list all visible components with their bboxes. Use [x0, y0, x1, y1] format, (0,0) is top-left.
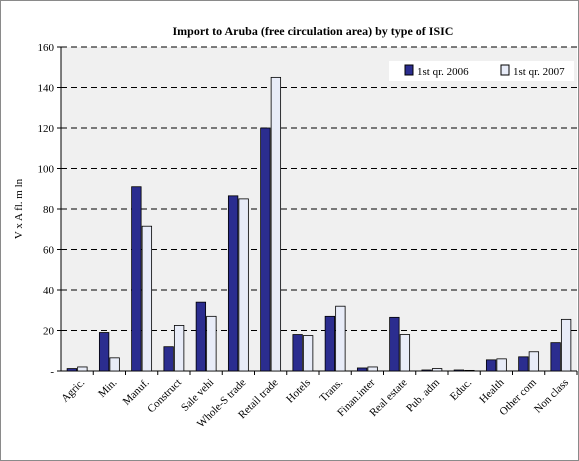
bar-series-2006 [227, 195, 239, 372]
bar-series-2006 [453, 369, 465, 372]
x-tick-label: Min. [96, 376, 120, 400]
y-tick-label: 60 [43, 245, 55, 257]
x-tick-label: Non class [532, 377, 571, 416]
bar-series-2007 [270, 76, 282, 372]
legend: 1st qr. 2006 1st qr. 2007 [389, 61, 574, 81]
y-tick-label: 40 [43, 285, 55, 297]
y-tick-label: 20 [43, 326, 55, 338]
bar-series-2007 [528, 351, 540, 372]
bar-series-2006 [98, 332, 110, 372]
bar-series-2007 [560, 318, 572, 372]
bar-series-2006 [518, 356, 529, 372]
bar-series-2007 [206, 315, 217, 372]
x-tick-label: Agric. [59, 376, 87, 404]
y-tick-label: - [50, 366, 54, 378]
bar-series-2007 [238, 198, 249, 372]
bar-series-2007 [173, 325, 185, 372]
legend-box [389, 61, 574, 81]
y-tick-label: 80 [43, 204, 55, 216]
legend-swatch-2007 [500, 64, 510, 76]
chart-title: Import to Aruba (free circulation area) … [173, 24, 454, 38]
x-tick-label: Educ. [448, 376, 475, 403]
y-tick-label: 100 [38, 164, 55, 176]
x-tick-label: Manuf. [121, 376, 152, 407]
x-tick-label: Pub. adm [404, 376, 442, 414]
x-tick-label: Construct [145, 377, 184, 416]
bar-series-2007 [431, 368, 443, 372]
y-tick-label: 120 [38, 123, 55, 135]
bar-series-2006 [421, 369, 432, 372]
bar-series-2006 [195, 301, 207, 372]
y-tick-label: 140 [38, 83, 55, 95]
x-tick-label: Health [477, 376, 507, 406]
bar-series-2007 [399, 334, 411, 372]
bar-series-2006 [260, 127, 271, 372]
y-tick-label: 160 [38, 42, 55, 54]
bar-series-2007 [77, 366, 88, 372]
legend-label-2007: 1st qr. 2007 [513, 66, 565, 78]
y-axis-label: V x A fl. m ln [13, 178, 25, 239]
bar-series-2007 [302, 335, 314, 372]
bar-series-2006 [356, 367, 368, 372]
bar-series-2006 [324, 315, 336, 372]
legend-label-2006: 1st qr. 2006 [417, 66, 469, 78]
bar-series-2006 [292, 334, 303, 372]
bar-series-2006 [485, 359, 497, 372]
bar-series-2007 [141, 225, 153, 372]
legend-swatch-2006 [404, 64, 414, 76]
x-tick-label: Hotels [284, 377, 313, 406]
bar-series-2007 [496, 358, 507, 372]
bar-series-2007 [335, 305, 346, 372]
bar-series-2006 [389, 316, 400, 372]
bar-series-2006 [131, 186, 142, 372]
bar-series-2007 [109, 357, 120, 372]
bar-series-2006 [66, 368, 78, 372]
bar-series-2006 [163, 346, 174, 372]
bar-series-2007 [367, 366, 378, 372]
bar-series-2007 [464, 369, 475, 372]
x-tick-label: Trans. [317, 376, 345, 404]
bar-series-2006 [550, 342, 561, 372]
